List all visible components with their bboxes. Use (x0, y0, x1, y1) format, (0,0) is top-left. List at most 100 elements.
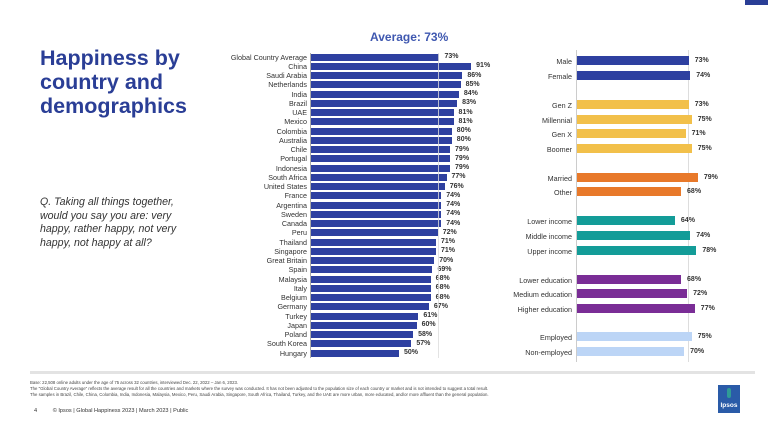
bar (311, 210, 442, 218)
page-number: 4 (34, 408, 38, 414)
bar (311, 53, 440, 61)
data-label: 79% (703, 174, 718, 181)
data-label: 72% (693, 290, 708, 297)
data-label: 67% (433, 302, 448, 310)
category-label: Middle income (525, 231, 572, 241)
bar (577, 115, 692, 124)
category-label: Canada (281, 219, 307, 228)
category-label: Higher education (517, 304, 572, 314)
category-label: Singapore (274, 246, 307, 256)
chart-title: Average: 73% (370, 30, 449, 44)
category-label: Colombia (276, 126, 307, 136)
data-label: 83% (462, 99, 477, 107)
data-label: 79% (455, 154, 470, 162)
bar (577, 347, 685, 356)
data-label: 60% (421, 321, 436, 329)
category-label: Mexico (284, 117, 307, 127)
data-label: 73% (444, 53, 459, 60)
category-label: Belgium (281, 293, 307, 302)
bar (311, 266, 433, 274)
data-label: 78% (702, 247, 717, 254)
category-label: Sweden (281, 209, 307, 219)
data-label: 80% (456, 127, 471, 134)
divider (30, 371, 755, 374)
footer: 4 © Ipsos | Global Happiness 2023 | Marc… (34, 408, 188, 414)
category-label: Spain (288, 265, 307, 275)
category-label: Gen X (551, 129, 572, 139)
data-label: 74% (446, 219, 461, 227)
category-label: Upper income (527, 246, 572, 256)
bar (311, 257, 435, 264)
bar (311, 164, 451, 172)
note-base: Base: 22,508 online adults under the age… (30, 380, 239, 385)
category-label: Peru (291, 228, 307, 238)
bar (311, 340, 412, 348)
bar (311, 294, 431, 301)
category-label: Hungary (279, 348, 307, 358)
category-label: Other (554, 187, 572, 197)
bar (311, 155, 451, 163)
category-label: Female (548, 71, 572, 81)
data-label: 68% (435, 275, 450, 282)
category-label: Medium education (513, 289, 572, 299)
data-label: 81% (458, 117, 473, 125)
data-label: 64% (680, 217, 695, 224)
logo-mark (727, 388, 731, 398)
category-label: Chile (290, 145, 307, 154)
bar (311, 220, 442, 227)
data-label: 85% (465, 80, 480, 88)
data-label: 91% (476, 62, 491, 70)
data-label: 79% (455, 145, 470, 153)
bar (311, 173, 447, 181)
bar (311, 99, 458, 107)
data-label: 72% (442, 228, 457, 236)
category-label: Portugal (280, 154, 307, 164)
data-label: 76% (449, 182, 464, 190)
data-label: 69% (437, 265, 452, 273)
bar (311, 275, 431, 283)
data-label: 71% (691, 130, 706, 137)
category-label: Male (556, 56, 572, 66)
reference-line (438, 53, 440, 359)
bar (311, 183, 445, 190)
ipsos-logo: Ipsos (718, 385, 740, 413)
footer-text: © Ipsos | Global Happiness 2023 | March … (52, 408, 189, 414)
bar (311, 127, 452, 135)
category-label: South Korea (267, 339, 307, 349)
category-label: Gen Z (552, 100, 572, 110)
category-label: India (291, 89, 307, 99)
data-label: 71% (440, 247, 455, 255)
category-label: South Africa (268, 172, 307, 182)
data-label: 80% (456, 136, 471, 144)
y-axis (576, 50, 577, 362)
category-label: China (288, 61, 307, 71)
data-label: 84% (463, 90, 478, 97)
bar (311, 201, 442, 209)
bar (577, 187, 682, 196)
data-label: 61% (423, 312, 438, 319)
category-label: United States (263, 182, 307, 191)
data-label: 74% (446, 210, 461, 218)
category-label: Australia (279, 135, 307, 145)
y-axis (310, 53, 311, 359)
category-label: Turkey (285, 311, 307, 321)
category-label: UAE (292, 108, 307, 117)
bar (311, 136, 452, 144)
category-label: Indonesia (275, 163, 307, 173)
category-label: Lower education (519, 275, 572, 285)
data-label: 81% (458, 108, 473, 116)
data-label: 57% (416, 339, 431, 347)
data-label: 71% (440, 238, 455, 245)
data-label: 68% (687, 276, 702, 283)
bar (311, 81, 461, 89)
bar (311, 349, 399, 357)
bar (577, 129, 686, 138)
bar (577, 173, 698, 182)
data-label: 68% (435, 293, 450, 301)
bar (577, 100, 689, 109)
data-label: 73% (694, 101, 709, 108)
survey-question: Q. Taking all things together, would you… (40, 196, 177, 249)
data-label: 75% (697, 145, 712, 152)
bar (311, 90, 459, 98)
bar (311, 247, 436, 255)
